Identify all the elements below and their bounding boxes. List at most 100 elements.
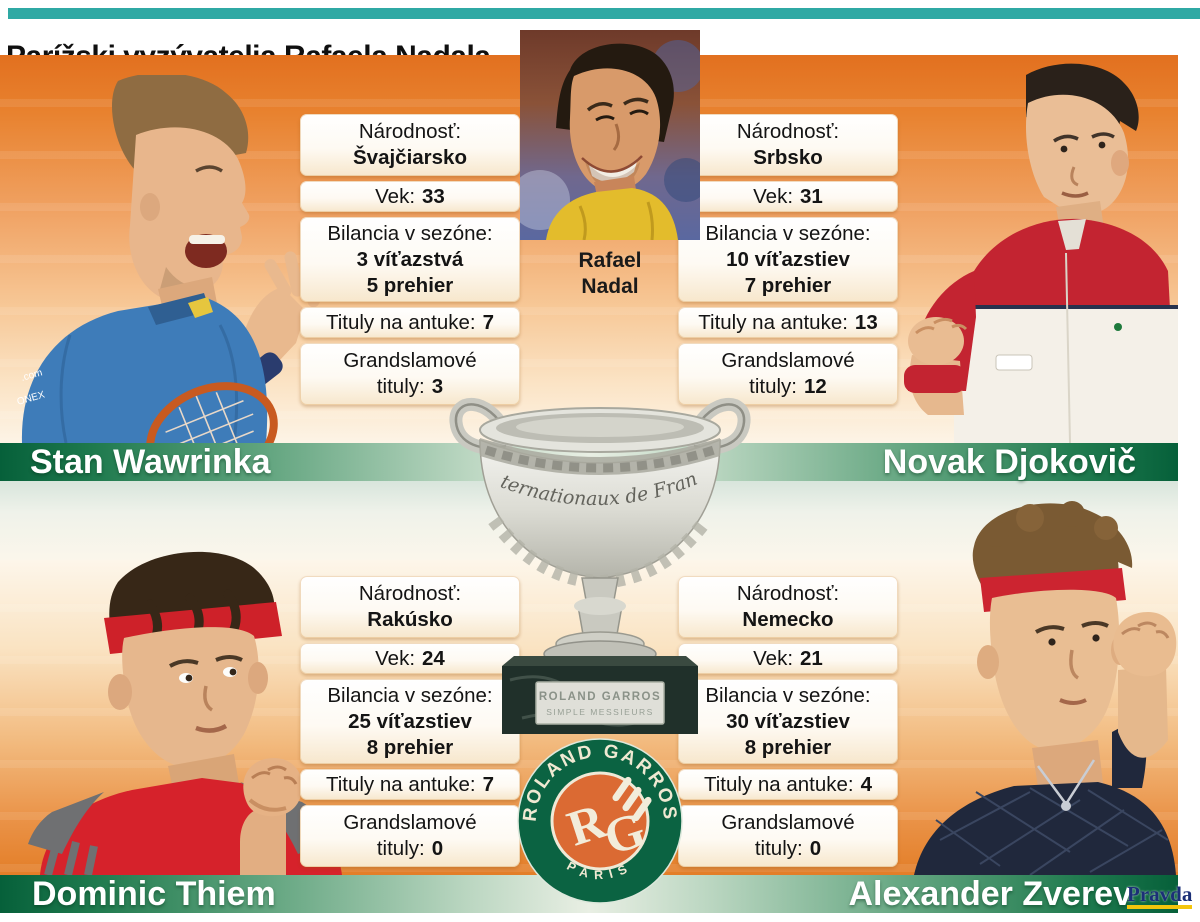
- stat-value-clay: 4: [860, 772, 873, 796]
- stat-value-gs: 3: [431, 375, 444, 398]
- stat-label-gs2: tituly:: [376, 837, 425, 860]
- stat-value-gs: 12: [804, 375, 827, 398]
- stat-label-gs1: Grandslamové: [343, 349, 477, 372]
- stat-value-age: 33: [422, 184, 445, 208]
- stat-value-nationality: Srbsko: [753, 146, 823, 169]
- stat-value-nationality: Nemecko: [742, 608, 834, 631]
- roland-garros-logo: ROLAND GARROS PARIS R G: [517, 738, 683, 904]
- stat-label-nationality: Národnosť:: [358, 120, 462, 143]
- stat-label-nationality: Národnosť:: [736, 120, 840, 143]
- wawrinka-nationality-box: Národnosť: Švajčiarsko: [300, 114, 520, 176]
- pravda-logo-underline: [1127, 905, 1193, 909]
- djokovic-wristband: [904, 365, 966, 393]
- nadal-photo: [520, 30, 700, 240]
- thiem-nationality-box: Národnosť: Rakúsko: [300, 576, 520, 638]
- thiem-grandslam-box: Grandslamové tituly: 0: [300, 805, 520, 867]
- stat-label-gs2: tituly:: [749, 375, 798, 398]
- djokovic-red-yoke: [972, 218, 1170, 309]
- zverev-photo: [914, 501, 1177, 875]
- djokovic-photo: [904, 63, 1178, 443]
- stat-value-clay: 7: [482, 310, 495, 334]
- stat-value-clay: 7: [482, 772, 495, 796]
- stat-label-age: Vek:: [753, 646, 794, 670]
- stat-value-age: 21: [800, 646, 823, 670]
- zverev-fist: [1113, 612, 1177, 677]
- djokovic-face: [1025, 94, 1129, 216]
- zverev-hair: [972, 503, 1133, 590]
- stat-label-gs1: Grandslamové: [721, 349, 855, 372]
- djokovic-grandslam-box: Grandslamové tituly: 12: [678, 343, 898, 405]
- stat-value-gs: 0: [431, 837, 444, 860]
- stat-value-wins: 25 víťazstiev: [348, 709, 472, 733]
- stat-value-age: 24: [422, 646, 445, 670]
- stat-label-clay: Tituly na antuke:: [703, 772, 854, 796]
- stat-label-age: Vek:: [375, 184, 416, 208]
- stat-value-wins: 10 víťazstiev: [726, 247, 850, 271]
- wawrinka-season-box: Bilancia v sezóne: 3 víťazstvá 5 prehier: [300, 217, 520, 302]
- stat-label-season: Bilancia v sezóne:: [327, 683, 493, 707]
- djokovic-croc-logo: [1114, 323, 1122, 331]
- stat-label-clay: Tituly na antuke:: [698, 310, 848, 334]
- stat-label-gs2: tituly:: [376, 375, 425, 398]
- stat-value-wins: 3 víťazstvá: [356, 247, 464, 271]
- stat-value-losses: 8 prehier: [366, 735, 454, 759]
- stat-label-nationality: Národnosť:: [736, 582, 840, 605]
- thiem-clay-box: Tituly na antuke: 7: [300, 769, 520, 800]
- stat-value-losses: 7 prehier: [744, 273, 832, 297]
- wawrinka-age-box: Vek: 33: [300, 181, 520, 212]
- stat-value-clay: 13: [854, 310, 878, 334]
- stat-value-gs: 0: [809, 837, 822, 860]
- wawrinka-racquet: [146, 382, 278, 443]
- zverev-clay-box: Tituly na antuke: 4: [678, 769, 898, 800]
- stat-label-season: Bilancia v sezóne:: [327, 221, 493, 245]
- djokovic-season-box: Bilancia v sezóne: 10 víťazstiev 7 prehi…: [678, 217, 898, 302]
- stat-label-gs2: tituly:: [754, 837, 803, 860]
- nadal-card: Rafael Nadal: [520, 30, 700, 300]
- djokovic-nationality-box: Národnosť: Srbsko: [678, 114, 898, 176]
- wawrinka-clay-box: Tituly na antuke: 7: [300, 307, 520, 338]
- trophy-plaque: [535, 681, 665, 725]
- thiem-face: [122, 627, 259, 769]
- djokovic-age-box: Vek: 31: [678, 181, 898, 212]
- zverev-season-box: Bilancia v sezóne: 30 víťazstiev 8 prehi…: [678, 679, 898, 764]
- pravda-logo: Pravda: [1127, 882, 1193, 909]
- stat-value-nationality: Rakúsko: [367, 608, 453, 631]
- trophy-gadroon-band: [488, 515, 712, 590]
- stat-label-gs1: Grandslamové: [721, 811, 855, 834]
- stat-value-losses: 5 prehier: [366, 273, 454, 297]
- stat-value-wins: 30 víťazstiev: [726, 709, 850, 733]
- rg-logo-inner-disc: [550, 771, 650, 871]
- stat-label-gs1: Grandslamové: [343, 811, 477, 834]
- thiem-season-box: Bilancia v sezóne: 25 víťazstiev 8 prehi…: [300, 679, 520, 764]
- stat-label-age: Vek:: [753, 184, 794, 208]
- wawrinka-grandslam-box: Grandslamové tituly: 3: [300, 343, 520, 405]
- trophy-plaque-line2: SIMPLE MESSIEURS: [546, 707, 654, 717]
- wawrinka-photo: .com ONEX: [16, 75, 330, 443]
- stat-label-clay: Tituly na antuke:: [325, 772, 476, 796]
- djokovic-white-shirt: [954, 307, 1178, 443]
- trophy-plaque-line1: ROLAND GARROS: [539, 691, 661, 703]
- nadal-yellow-shirt: [546, 188, 678, 240]
- zverev-argyle-pattern: [935, 787, 1169, 875]
- stat-label-season: Bilancia v sezóne:: [705, 683, 871, 707]
- player-name-djokovic: Novak Djokovič: [882, 443, 1136, 481]
- thiem-sleeve-stripes: [44, 836, 98, 875]
- stat-value-age: 31: [800, 184, 823, 208]
- stat-label-clay: Tituly na antuke:: [325, 310, 476, 334]
- roland-garros-trophy: Internationaux de France ROLAND GARROS S…: [442, 388, 751, 734]
- thiem-age-box: Vek: 24: [300, 643, 520, 674]
- top-accent-bar: [8, 8, 1200, 19]
- player-name-thiem: Dominic Thiem: [32, 875, 276, 913]
- nadal-smile: [588, 158, 638, 183]
- nadal-caption-line1: Rafael: [578, 249, 642, 272]
- nadal-caption-line2: Nadal: [581, 275, 639, 298]
- pravda-logo-text: Pravda: [1127, 882, 1193, 906]
- zverev-nationality-box: Národnosť: Nemecko: [678, 576, 898, 638]
- zverev-face: [989, 589, 1120, 751]
- stat-value-losses: 8 prehier: [744, 735, 832, 759]
- zverev-grandslam-box: Grandslamové tituly: 0: [678, 805, 898, 867]
- player-name-zverev: Alexander Zverev: [848, 875, 1133, 913]
- thiem-photo: [28, 551, 342, 875]
- djokovic-clay-box: Tituly na antuke: 13: [678, 307, 898, 338]
